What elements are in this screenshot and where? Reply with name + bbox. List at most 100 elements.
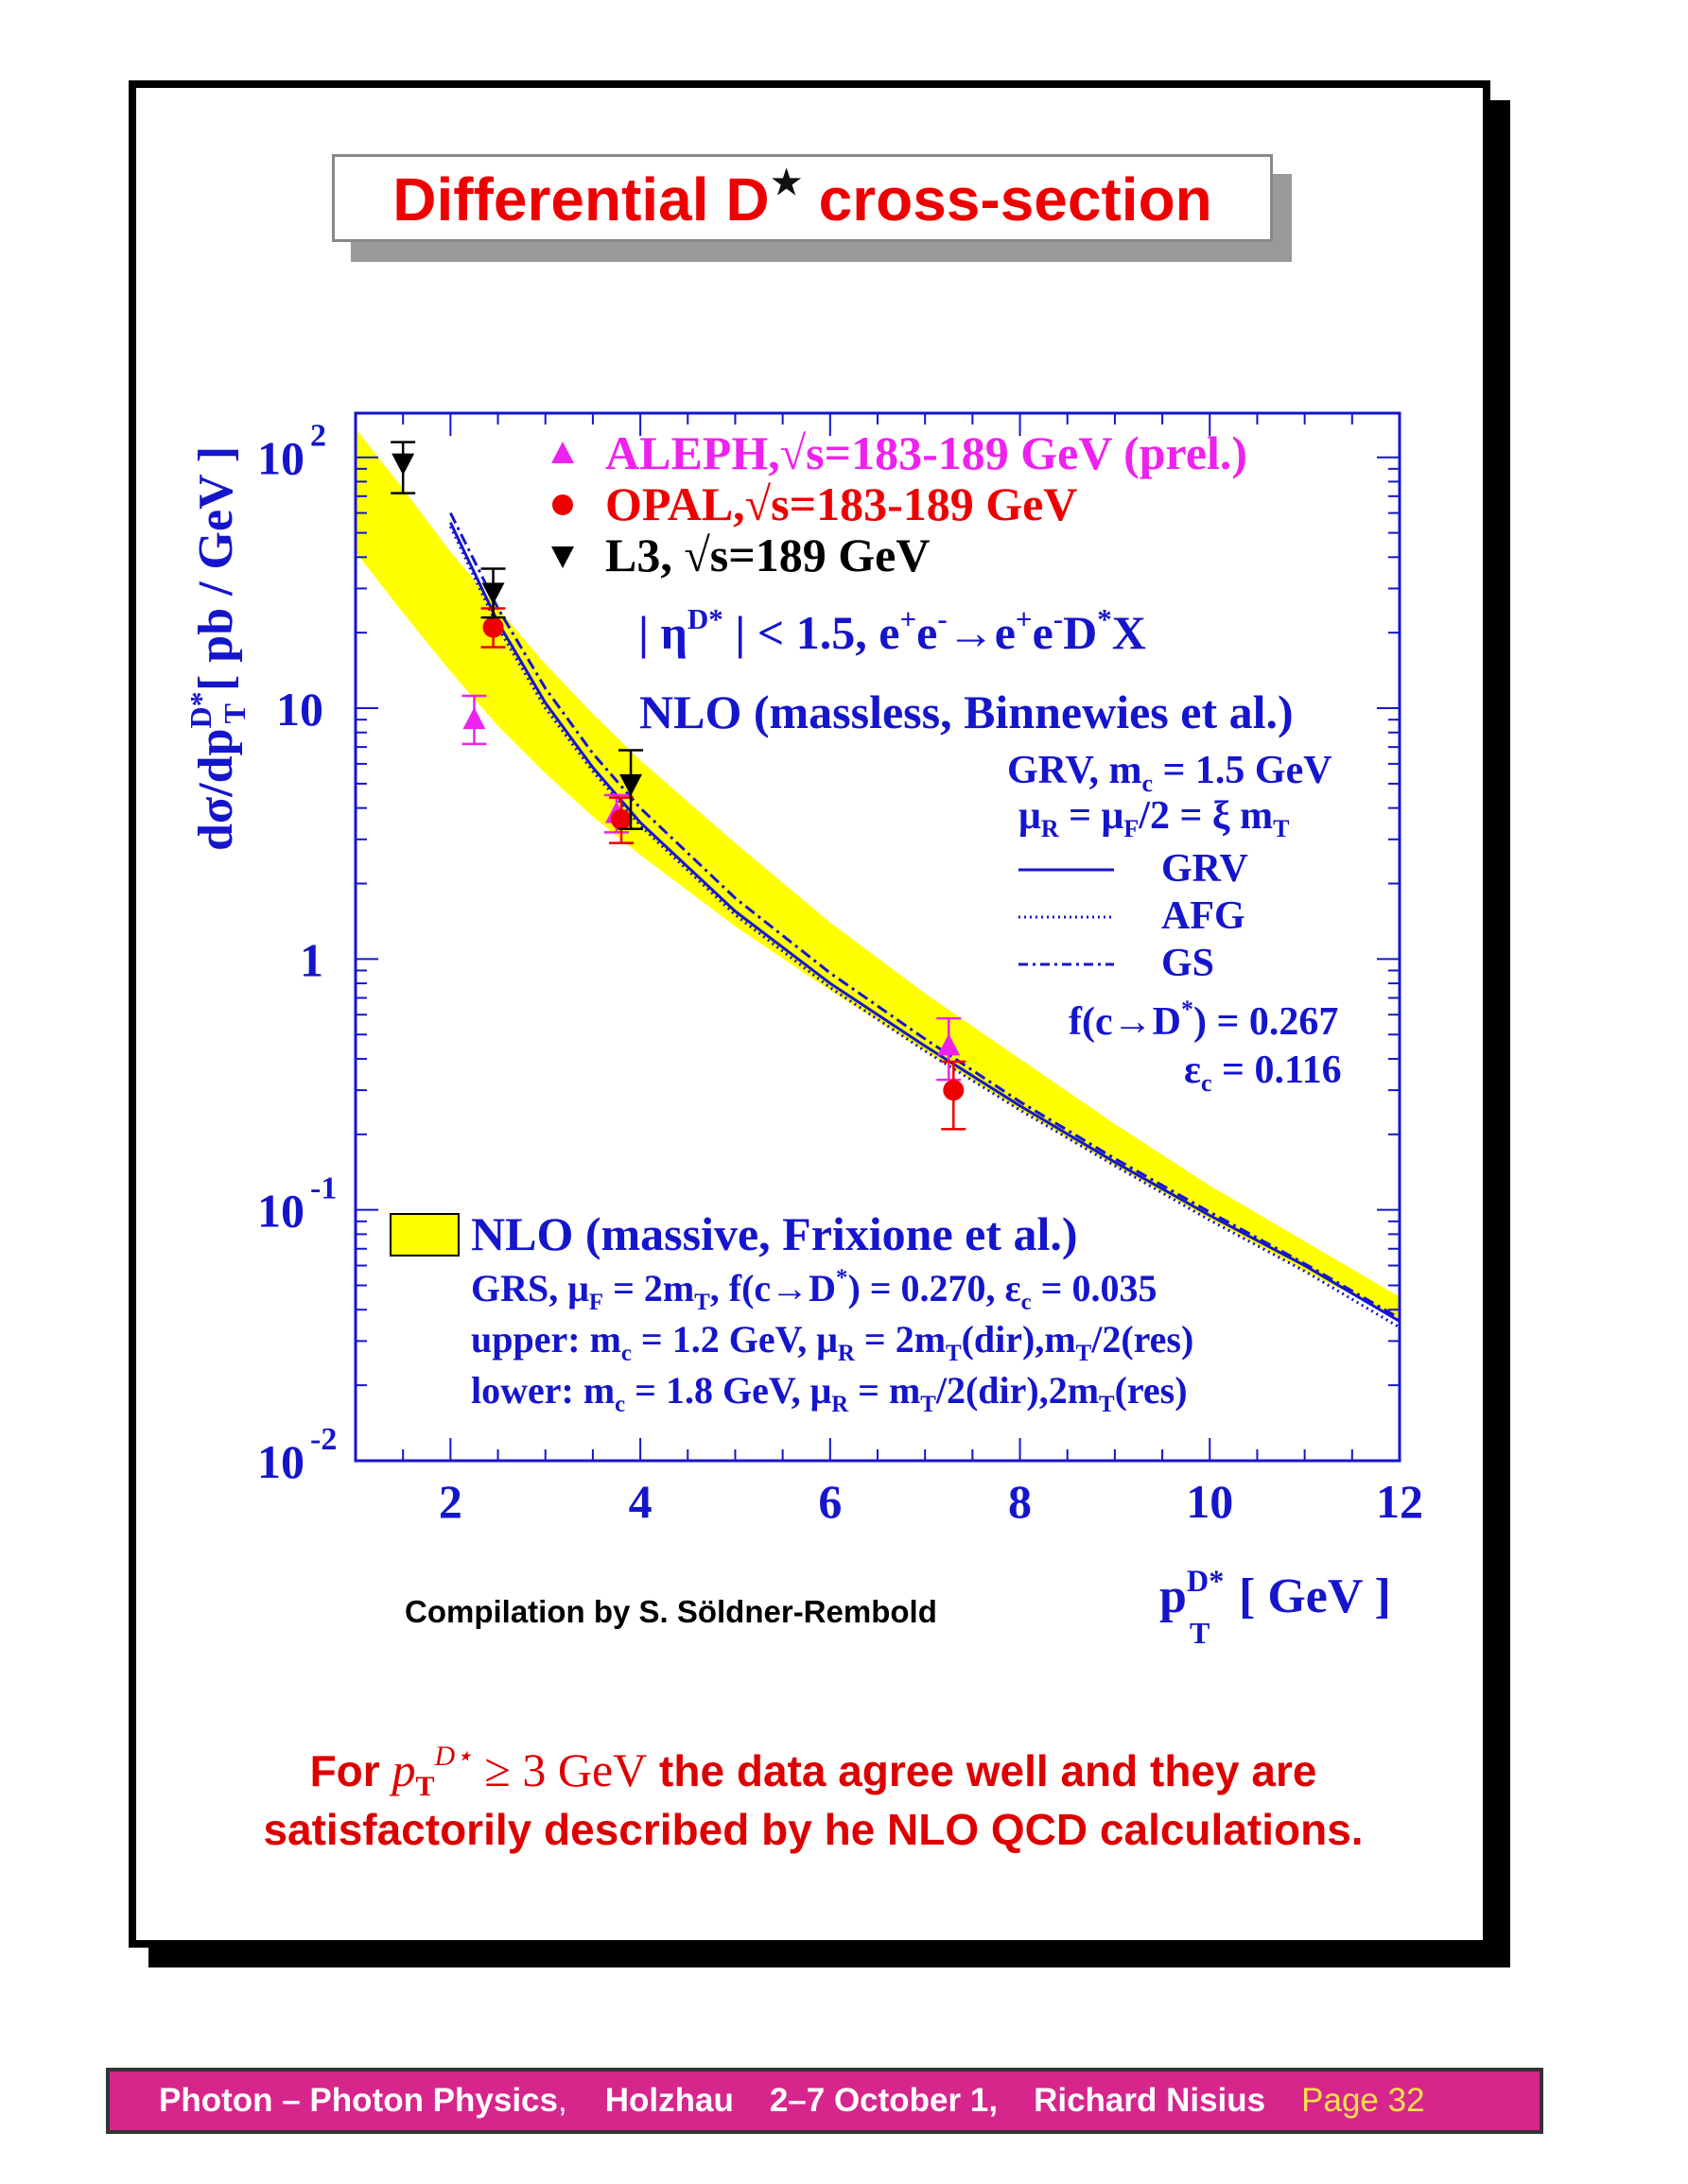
nlo-massive-line-2-part: c xyxy=(621,1341,632,1366)
nlo-massive-line-1-part: * xyxy=(836,1265,847,1291)
y-tick-label: 10 xyxy=(276,683,323,736)
nlo-massive-line-1-part: , f(c→D xyxy=(710,1267,836,1309)
y-axis-label-part: [ pb / GeV ] xyxy=(189,446,243,703)
x-axis-label-unit: [ GeV ] xyxy=(1239,1569,1391,1623)
x-axis-label-sub: T xyxy=(1190,1616,1209,1650)
x-tick-label: 6 xyxy=(818,1475,842,1528)
nlo-massless-pdf-part: GRV, m xyxy=(1007,749,1141,792)
nlo-massive-line-1-part: ) = 0.270, ε xyxy=(847,1267,1020,1309)
nlo-massless-efficiency-part: c xyxy=(1201,1069,1212,1097)
nlo-massive-line-2: upper: mc = 1.2 GeV, μR = 2mT(dir),mT/2(… xyxy=(471,1318,1193,1366)
y-tick-exponent: -1 xyxy=(310,1171,337,1206)
y-tick-exponent: 2 xyxy=(310,419,326,454)
nlo-massive-line-2-part: (dir),m xyxy=(962,1318,1076,1361)
cut-text-part: - xyxy=(1053,602,1063,635)
x-tick-label: 10 xyxy=(1186,1475,1233,1528)
footer-location: Holzhau xyxy=(604,2082,734,2119)
y-axis-label-part: D* xyxy=(183,691,218,728)
y-axis-label: dσ/dpD*T [ pb / GeV ] xyxy=(183,446,252,851)
legend-band-swatch xyxy=(390,1213,460,1257)
nlo-massless-scales-part: R xyxy=(1041,815,1060,842)
nlo-massless-title: NLO (massless, Binnewies et al.) xyxy=(639,685,1294,738)
footer-page-number: Page 32 xyxy=(1301,2082,1425,2119)
nlo-massless-pdf-part: c xyxy=(1141,770,1153,797)
nlo-massive-line-3-part: (res) xyxy=(1115,1369,1188,1412)
nlo-massless-pdf: GRV, mc = 1.5 GeV xyxy=(1007,749,1332,797)
legend-label-afg: AFG xyxy=(1161,894,1245,938)
nlo-massless-fragmentation-part: * xyxy=(1181,996,1193,1023)
nlo-massive-line-1-part: = 2m xyxy=(603,1267,694,1309)
data-point-aleph xyxy=(937,1033,961,1056)
curve-grv xyxy=(449,521,1400,1323)
y-tick-label: 1 xyxy=(300,933,323,986)
data-point-l3 xyxy=(392,453,415,476)
conclusion-line-2: satisfactorily described by he NLO QCD c… xyxy=(263,1805,1364,1854)
nlo-massive-line-1-part: F xyxy=(589,1290,603,1315)
nlo-massive-line-1-part: GRS, μ xyxy=(471,1267,589,1309)
x-axis-label-part: p xyxy=(1159,1569,1187,1623)
nlo-massless-scales-part: F xyxy=(1123,815,1139,842)
nlo-massive-line-2-part: = 1.2 GeV, μ xyxy=(632,1318,838,1361)
cut-text-part: + xyxy=(1016,602,1033,635)
nlo-massive-line-2-part: = 2m xyxy=(855,1318,946,1361)
legend-marker-opal xyxy=(552,494,573,515)
title-box: Differential D★ cross-section xyxy=(332,154,1273,242)
data-point-opal xyxy=(482,616,504,638)
cut-text-part: X xyxy=(1112,606,1146,659)
title-star: ★ xyxy=(771,162,802,201)
nlo-massless-scales-part: T xyxy=(1273,815,1289,842)
data-point-l3 xyxy=(481,582,505,605)
nlo-massless-scales-part: μ xyxy=(1018,794,1041,838)
cut-text-part: e xyxy=(1033,606,1053,659)
nlo-massive-line-1-part: c xyxy=(1021,1290,1032,1315)
nlo-massive-line-2-part: T xyxy=(1076,1341,1092,1366)
cut-text-part: * xyxy=(1097,602,1112,635)
nlo-massive-line-1: GRS, μF = 2mT, f(c→D*) = 0.270, εc = 0.0… xyxy=(471,1265,1157,1315)
cut-text-part: | < 1.5, e xyxy=(723,606,900,659)
conclusion-line-1: For pTD⋆ ≥ 3 GeV the data agree well and… xyxy=(309,1741,1317,1802)
legend-label-l3: L3, √s=189 GeV xyxy=(605,529,930,581)
nlo-massless-fragmentation-part: ) = 0.267 xyxy=(1193,1000,1338,1044)
nlo-massive-line-3-part: R xyxy=(831,1392,849,1417)
y-tick-exponent: -2 xyxy=(310,1422,337,1457)
y-axis-label-part: dσ/dp xyxy=(189,729,243,852)
x-axis-label-part: D* xyxy=(1187,1564,1224,1598)
data-point-opal xyxy=(943,1080,965,1101)
x-tick-label: 4 xyxy=(629,1475,653,1528)
cut-text-part: | η xyxy=(638,606,687,659)
nlo-massive-title: NLO (massive, Frixione et al.) xyxy=(471,1207,1078,1260)
cut-text-part: D* xyxy=(687,602,723,635)
legend-marker-aleph xyxy=(551,442,574,463)
nlo-massive-line-3-part: T xyxy=(1099,1392,1115,1417)
footer-author: Richard Nisius xyxy=(1034,2082,1266,2119)
nlo-massless-pdf-part: = 1.5 GeV xyxy=(1153,749,1332,792)
nlo-massive-line-3-part: T xyxy=(920,1392,936,1417)
nlo-massless-efficiency-part: ε xyxy=(1184,1049,1201,1092)
nlo-massive-line-3-part: = 1.8 GeV, μ xyxy=(625,1369,831,1412)
nlo-massive-line-3-part: = m xyxy=(848,1369,920,1412)
cut-text-part: - xyxy=(937,602,947,635)
y-tick-label: 10 xyxy=(257,1185,305,1238)
nlo-massive-line-1-part: = 0.035 xyxy=(1032,1267,1157,1309)
cut-text-part: e xyxy=(916,606,937,659)
nlo-massive-line-2-part: /2(res) xyxy=(1090,1318,1193,1361)
data-point-l3 xyxy=(619,773,643,796)
nlo-massless-efficiency: εc = 0.116 xyxy=(1184,1049,1342,1097)
nlo-massive-line-2-part: R xyxy=(838,1341,856,1366)
x-axis-label: pD* xyxy=(1159,1564,1224,1623)
curve-afg xyxy=(449,526,1400,1329)
footer-title: Photon – Photon Physics, xyxy=(159,2082,567,2119)
x-tick-label: 2 xyxy=(439,1475,462,1528)
x-tick-label: 8 xyxy=(1008,1475,1032,1528)
cut-text-part: →e xyxy=(948,606,1016,659)
nlo-massless-efficiency-part: = 0.116 xyxy=(1212,1049,1342,1092)
nlo-massless-fragmentation: f(c→D*) = 0.267 xyxy=(1069,996,1338,1044)
cut-text: | ηD* | < 1.5, e+e-→e+e-D*X xyxy=(638,602,1146,659)
nlo-massive-line-2-part: upper: m xyxy=(471,1318,621,1361)
cut-text-part: D xyxy=(1063,606,1097,659)
legend-label-grv: GRV xyxy=(1161,847,1248,891)
nlo-massive-line-3-part: c xyxy=(615,1392,625,1417)
page-title: Differential D★ cross-section xyxy=(392,162,1212,234)
legend-marker-l3 xyxy=(551,546,574,568)
